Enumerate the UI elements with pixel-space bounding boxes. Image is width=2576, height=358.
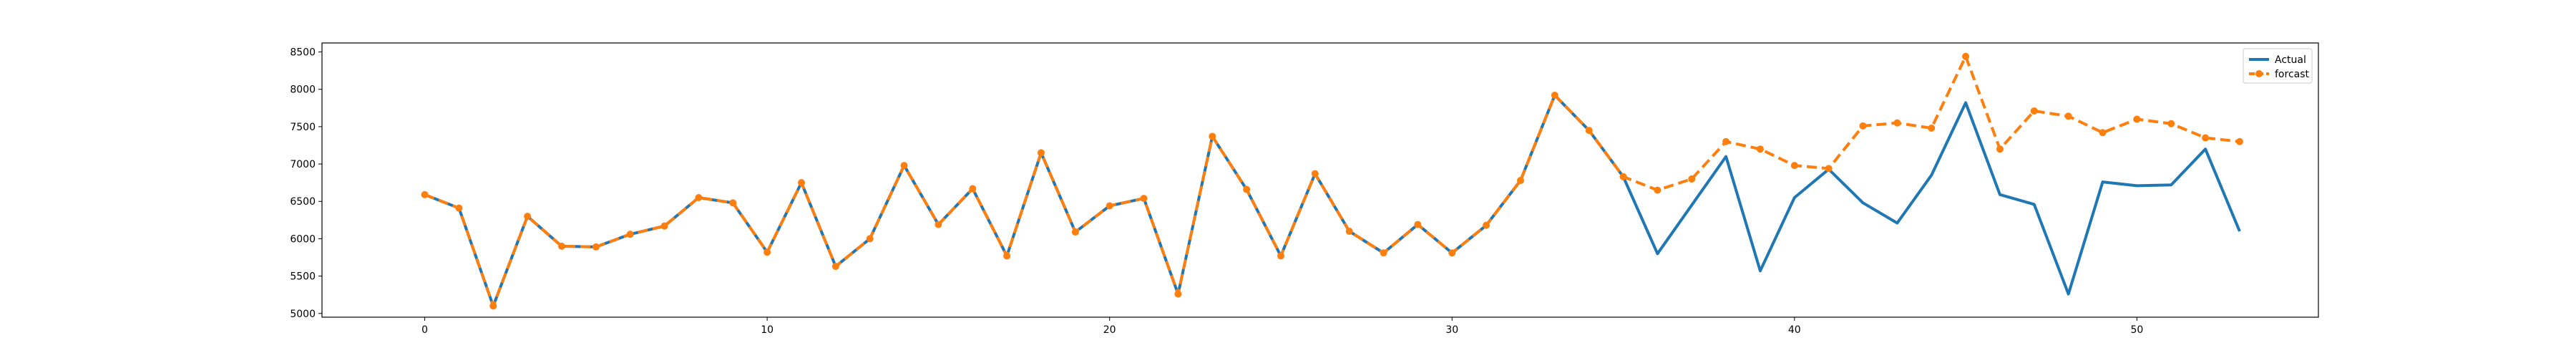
data-point-forcast [2133, 115, 2141, 123]
y-tick-label: 8000 [290, 84, 316, 96]
data-point-forcast [2099, 129, 2107, 137]
data-point-forcast [592, 243, 600, 251]
data-point-forcast [1996, 145, 2004, 153]
y-tick-label: 7500 [290, 122, 316, 133]
x-axis: 0 10 20 30 40 50 [421, 317, 2143, 336]
axes-frame [321, 42, 2319, 318]
y-tick-label: 5000 [290, 309, 316, 320]
legend-label-forcast: forcast [2275, 69, 2310, 80]
data-point-forcast [455, 204, 463, 212]
data-point-forcast [1928, 124, 1936, 132]
plot-border [321, 42, 2319, 318]
data-point-forcast [1756, 145, 1764, 153]
legend: Actual forcast [2243, 48, 2313, 84]
data-point-forcast [1311, 170, 1319, 178]
data-point-forcast [1551, 92, 1558, 100]
x-tick-label: 10 [761, 324, 774, 336]
data-point-forcast [1893, 119, 1901, 127]
series-line-forcast [424, 54, 2240, 308]
data-point-forcast [524, 213, 532, 221]
data-point-forcast [1859, 122, 1867, 130]
data-point-forcast [969, 185, 977, 193]
data-point-forcast [626, 231, 634, 238]
data-point-forcast [2202, 134, 2210, 142]
data-point-forcast [1345, 227, 1353, 235]
data-point-forcast [660, 222, 668, 230]
data-point-forcast [1277, 252, 1284, 260]
data-point-forcast [1962, 52, 1970, 60]
y-axis: 5000 5500 6000 6500 7000 7500 8000 8500 [290, 47, 322, 320]
data-point-forcast [1174, 290, 1182, 298]
data-point-forcast [1380, 249, 1387, 257]
data-point-forcast [1003, 252, 1011, 260]
x-tick-label: 40 [1788, 324, 1801, 336]
data-point-forcast [1414, 221, 1422, 228]
data-point-forcast [1722, 137, 1730, 145]
y-tick-label: 6000 [290, 233, 316, 245]
data-point-forcast [1585, 127, 1593, 135]
data-point-forcast [1790, 162, 1798, 170]
data-point-forcast [935, 221, 942, 228]
data-point-forcast [866, 235, 874, 243]
data-point-forcast [797, 179, 805, 187]
data-point-forcast [1688, 175, 1696, 183]
y-tick-label: 5500 [290, 271, 316, 283]
series-layer [421, 52, 2243, 310]
data-point-forcast [1516, 177, 1524, 185]
data-point-forcast [557, 242, 565, 250]
data-point-forcast [1071, 228, 1079, 236]
x-tick-label: 30 [1445, 324, 1458, 336]
y-tick-label: 8500 [290, 47, 316, 59]
data-point-forcast [695, 194, 703, 202]
data-point-forcast [1619, 173, 1627, 180]
data-point-forcast [831, 263, 839, 271]
legend-label-actual: Actual [2275, 54, 2306, 66]
data-point-forcast [2167, 120, 2175, 127]
x-tick-label: 0 [421, 324, 428, 336]
data-point-forcast [1037, 149, 1045, 157]
data-point-forcast [1825, 165, 1833, 173]
data-point-forcast [1106, 202, 1113, 210]
y-tick-label: 6500 [290, 196, 316, 208]
data-point-forcast [489, 302, 497, 310]
data-point-forcast [1209, 132, 1216, 140]
data-point-forcast [1140, 195, 1148, 203]
y-tick-label: 7000 [290, 159, 316, 170]
legend-marker-forcast [2255, 70, 2263, 77]
data-point-forcast [1483, 221, 1491, 229]
data-point-forcast [1448, 249, 1456, 257]
x-tick-label: 20 [1103, 324, 1116, 336]
data-point-forcast [900, 162, 908, 170]
data-point-forcast [729, 199, 737, 207]
data-point-forcast [2030, 107, 2038, 115]
data-point-forcast [1243, 185, 1251, 193]
data-point-forcast [763, 248, 771, 256]
data-point-forcast [2064, 112, 2072, 120]
data-point-forcast [421, 190, 429, 198]
data-point-forcast [2235, 137, 2243, 145]
data-point-forcast [1654, 186, 1662, 194]
x-tick-label: 50 [2130, 324, 2143, 336]
